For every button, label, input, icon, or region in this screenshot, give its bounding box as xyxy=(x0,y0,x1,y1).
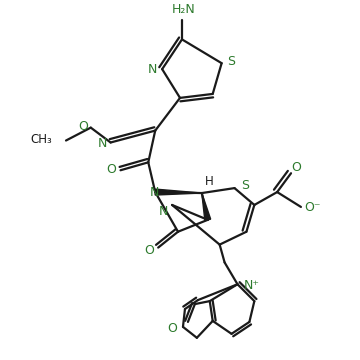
Text: O: O xyxy=(167,322,177,336)
Text: O: O xyxy=(291,161,301,174)
Text: S: S xyxy=(242,179,249,192)
Text: O: O xyxy=(78,120,88,133)
Text: CH₃: CH₃ xyxy=(30,133,52,146)
Text: O: O xyxy=(107,163,117,176)
Text: O⁻: O⁻ xyxy=(305,202,321,215)
Polygon shape xyxy=(155,189,202,195)
Text: N⁺: N⁺ xyxy=(243,279,259,292)
Text: O: O xyxy=(144,244,154,257)
Text: N: N xyxy=(158,206,168,219)
Text: N: N xyxy=(148,63,157,76)
Text: S: S xyxy=(228,55,235,68)
Polygon shape xyxy=(202,193,211,220)
Text: H: H xyxy=(205,175,214,188)
Text: N: N xyxy=(98,137,107,150)
Text: H₂N: H₂N xyxy=(172,3,196,16)
Text: N: N xyxy=(149,185,159,199)
